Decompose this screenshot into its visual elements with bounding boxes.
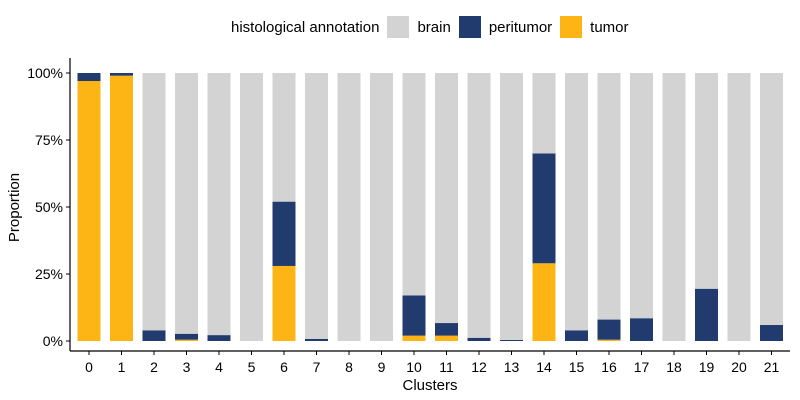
bar-brain-cluster-17 (630, 73, 653, 319)
x-tick-label: 13 (504, 359, 520, 375)
x-tick-label: 1 (118, 359, 126, 375)
y-tick-label: 100% (27, 65, 63, 81)
bar-brain-cluster-18 (662, 73, 686, 341)
x-tick-label: 20 (731, 359, 747, 375)
bar-peritumor-cluster-6 (272, 201, 296, 266)
x-tick-label: 11 (439, 359, 454, 375)
bar-brain-cluster-15 (565, 73, 588, 331)
y-tick-label: 50% (35, 199, 63, 215)
legend-label-tumor: tumor (590, 18, 629, 36)
bar-peritumor-cluster-2 (142, 330, 166, 341)
bar-brain-cluster-11 (435, 73, 458, 324)
bar-brain-cluster-9 (370, 73, 393, 341)
legend-item-peritumor: peritumor (458, 16, 553, 38)
bar-brain-cluster-4 (207, 73, 231, 336)
bar-peritumor-cluster-10 (402, 295, 426, 336)
bar-brain-cluster-12 (467, 73, 491, 338)
bar-brain-cluster-20 (727, 73, 751, 341)
x-tick-label: 19 (699, 359, 715, 375)
bar-tumor-cluster-14 (532, 263, 556, 341)
bar-tumor-cluster-1 (110, 75, 133, 342)
legend-swatch-peritumor (458, 16, 481, 38)
bar-brain-cluster-16 (597, 73, 621, 320)
y-axis-title: Proportion (6, 173, 23, 242)
bar-peritumor-cluster-3 (175, 333, 198, 340)
legend: histological annotation brain peritumor … (231, 15, 637, 39)
bar-peritumor-cluster-4 (207, 335, 231, 341)
x-tick-label: 2 (150, 359, 158, 375)
bar-peritumor-cluster-17 (630, 318, 653, 341)
bar-peritumor-cluster-1 (110, 73, 133, 76)
bar-peritumor-cluster-12 (467, 337, 491, 341)
x-tick-label: 0 (85, 359, 93, 375)
legend-title: histological annotation (231, 18, 380, 36)
legend-item-tumor: tumor (560, 16, 629, 38)
bar-peritumor-cluster-7 (305, 338, 328, 341)
y-tick-label: 0% (43, 333, 63, 349)
x-tick-label: 17 (634, 359, 650, 375)
y-tick-label: 75% (35, 132, 63, 148)
x-tick-label: 6 (280, 359, 288, 375)
bar-brain-cluster-14 (532, 73, 556, 154)
legend-swatch-brain (387, 16, 410, 38)
bar-peritumor-cluster-11 (435, 323, 458, 336)
bar-peritumor-cluster-19 (695, 288, 718, 341)
bar-peritumor-cluster-14 (532, 153, 556, 264)
x-tick-label: 5 (248, 359, 256, 375)
bar-tumor-cluster-6 (272, 265, 296, 341)
bar-brain-cluster-13 (500, 73, 523, 340)
x-tick-label: 3 (183, 359, 191, 375)
x-tick-label: 8 (345, 359, 353, 375)
x-tick-label: 18 (666, 359, 682, 375)
x-tick-label: 16 (601, 359, 617, 375)
bar-brain-cluster-8 (337, 73, 361, 341)
x-tick-label: 15 (569, 359, 585, 375)
bar-brain-cluster-21 (760, 73, 783, 325)
x-tick-label: 9 (378, 359, 386, 375)
bar-tumor-cluster-3 (175, 339, 198, 341)
bar-peritumor-cluster-16 (597, 319, 621, 340)
bar-brain-cluster-10 (402, 73, 426, 296)
legend-label-brain: brain (417, 18, 451, 36)
bar-tumor-cluster-11 (435, 335, 458, 341)
x-tick-label: 21 (764, 359, 780, 375)
x-axis-title: Clusters (402, 377, 457, 394)
legend-label-peritumor: peritumor (488, 18, 553, 36)
bar-peritumor-cluster-21 (760, 324, 783, 341)
x-tick-label: 4 (215, 359, 223, 375)
legend-swatch-tumor (560, 16, 583, 38)
bar-brain-cluster-2 (142, 73, 166, 331)
bar-tumor-cluster-16 (597, 339, 621, 341)
legend-item-brain: brain (387, 16, 451, 38)
bar-tumor-cluster-0 (77, 81, 101, 341)
bar-brain-cluster-7 (305, 73, 328, 339)
bar-peritumor-cluster-0 (77, 73, 101, 82)
x-tick-label: 10 (406, 359, 422, 375)
x-tick-label: 7 (313, 359, 321, 375)
bar-brain-cluster-3 (175, 73, 198, 334)
bar-brain-cluster-5 (240, 73, 263, 341)
bar-brain-cluster-6 (272, 73, 296, 202)
bar-peritumor-cluster-15 (565, 330, 588, 341)
bar-peritumor-cluster-13 (500, 339, 523, 341)
bar-brain-cluster-19 (695, 73, 718, 289)
y-tick-label: 25% (35, 266, 63, 282)
x-tick-label: 14 (536, 359, 552, 375)
x-tick-label: 12 (471, 359, 487, 375)
bar-tumor-cluster-10 (402, 335, 426, 341)
